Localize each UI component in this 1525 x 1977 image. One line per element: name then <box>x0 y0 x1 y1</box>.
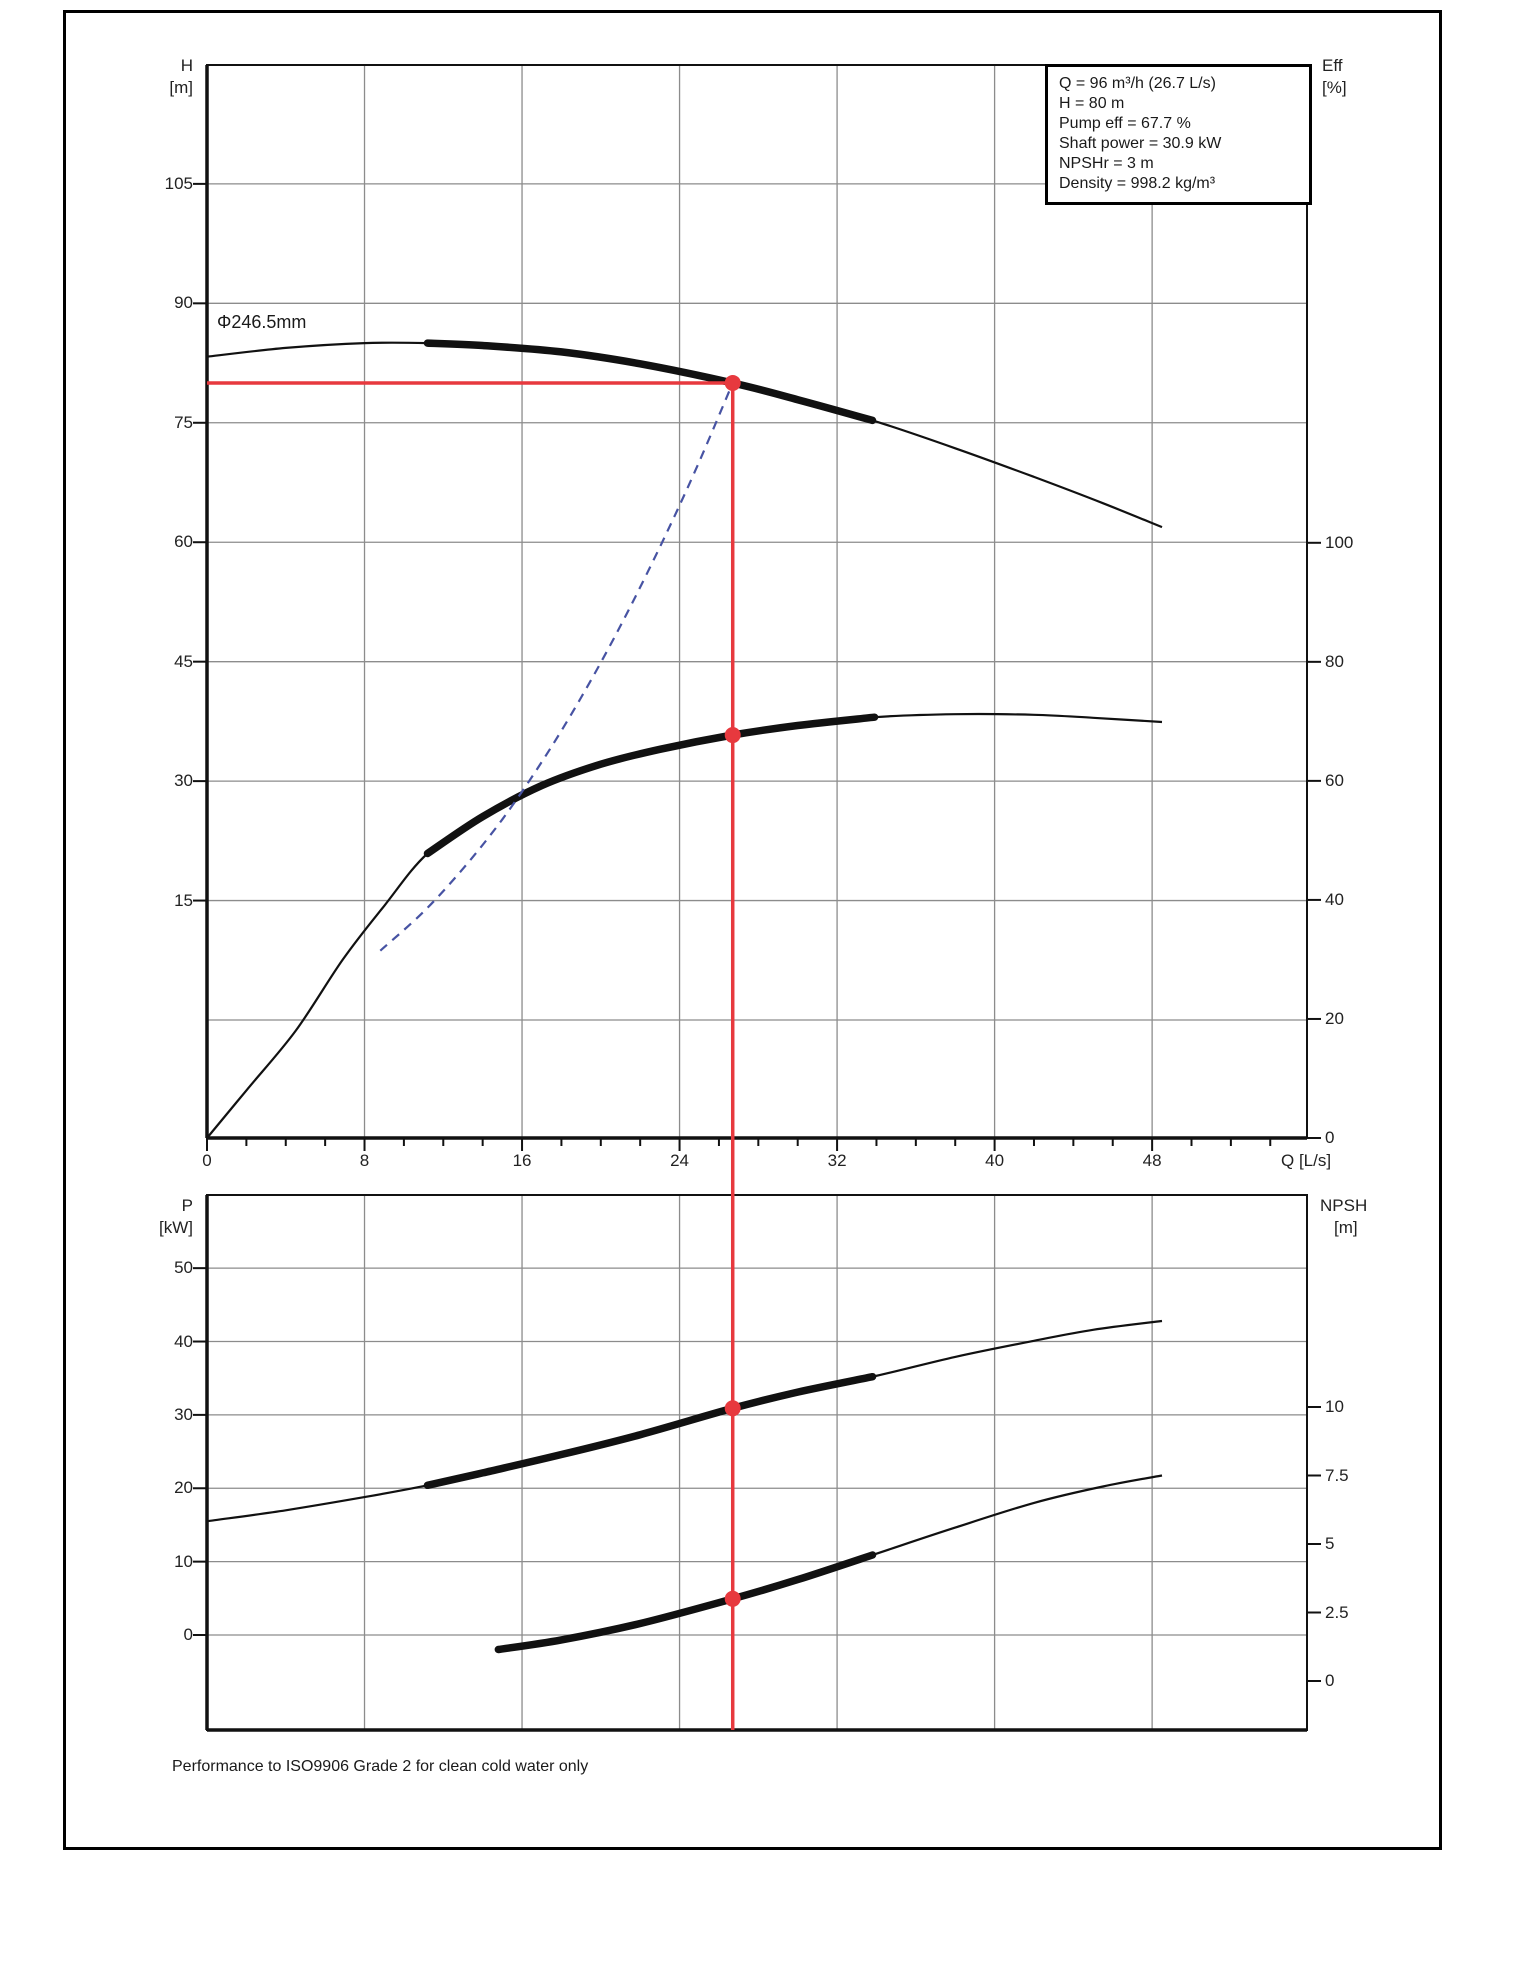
h-axis-unit: [m] <box>169 78 193 97</box>
duty-point-power <box>724 1400 741 1417</box>
duty-point-head <box>724 374 741 391</box>
duty-point-info-box: Q = 96 m³/h (26.7 L/s) H = 80 m Pump eff… <box>1045 64 1312 205</box>
npsh-tick-10: 10 <box>1325 1397 1344 1416</box>
info-density: Density = 998.2 kg/m³ <box>1059 175 1216 192</box>
system-curve <box>379 382 734 952</box>
head-curve-preferred-range <box>423 339 877 425</box>
q-tick-48: 48 <box>1142 1151 1162 1170</box>
eff-tick-80: 80 <box>1325 651 1344 671</box>
npsh-tick-5: 5 <box>1325 1534 1335 1553</box>
p-tick-30: 30 <box>174 1404 193 1424</box>
npsh-curve-preferred-range <box>494 1551 877 1654</box>
h-tick-105: 105 <box>164 173 193 193</box>
impeller-diameter-label: Φ246.5mm <box>217 312 307 332</box>
h-tick-60: 60 <box>174 532 193 552</box>
q-tick-8: 8 <box>359 1151 370 1170</box>
npsh-axis-unit: [m] <box>1334 1218 1358 1237</box>
h-tick-75: 75 <box>174 412 193 432</box>
eff-tick-0: 0 <box>1325 1128 1335 1147</box>
q-axis-label: Q [L/s] <box>1281 1151 1332 1170</box>
p-tick-0: 0 <box>183 1625 193 1644</box>
p-tick-40: 40 <box>174 1331 193 1351</box>
p-tick-20: 20 <box>174 1478 193 1498</box>
eff-tick-100: 100 <box>1325 532 1354 552</box>
info-efficiency: Pump eff = 67.7 % <box>1059 115 1191 132</box>
npsh-axis-name: NPSH <box>1320 1196 1368 1215</box>
efficiency-curve <box>206 712 1163 1139</box>
p-tick-50: 50 <box>174 1258 193 1278</box>
p-axis-unit: [kW] <box>159 1218 193 1237</box>
q-tick-40: 40 <box>985 1151 1005 1170</box>
efficiency-curve-preferred-range <box>423 713 879 858</box>
npsh-tick-0: 0 <box>1325 1671 1335 1690</box>
eff-axis-name: Eff <box>1322 56 1343 75</box>
eff-tick-20: 20 <box>1325 1008 1344 1028</box>
q-tick-24: 24 <box>670 1151 689 1170</box>
info-head: H = 80 m <box>1059 95 1125 112</box>
duty-point-efficiency <box>724 727 741 744</box>
iso-standard-note: Performance to ISO9906 Grade 2 for clean… <box>172 1758 589 1775</box>
duty-point-npsh <box>724 1590 741 1607</box>
q-tick-0: 0 <box>202 1151 212 1170</box>
info-shaft-power: Shaft power = 30.9 kW <box>1059 135 1222 152</box>
figure-border <box>63 10 1442 1850</box>
npsh-tick-7.5: 7.5 <box>1325 1465 1349 1485</box>
info-flow: Q = 96 m³/h (26.7 L/s) <box>1059 75 1216 92</box>
eff-tick-40: 40 <box>1325 889 1344 909</box>
eff-tick-60: 60 <box>1325 770 1344 790</box>
p-tick-10: 10 <box>174 1551 193 1571</box>
p-axis-name: P <box>181 1196 193 1215</box>
h-tick-30: 30 <box>174 771 193 791</box>
h-tick-90: 90 <box>174 293 193 313</box>
npsh-curve <box>498 1474 1163 1651</box>
power-curve-preferred-range <box>423 1372 877 1490</box>
h-axis-name: H <box>180 56 193 75</box>
info-npshr: NPSHr = 3 m <box>1059 155 1154 172</box>
q-tick-16: 16 <box>512 1151 532 1170</box>
npsh-tick-2.5: 2.5 <box>1325 1602 1349 1622</box>
q-tick-32: 32 <box>827 1151 847 1170</box>
h-tick-45: 45 <box>174 651 193 671</box>
h-tick-15: 15 <box>174 890 193 910</box>
eff-axis-unit: [%] <box>1322 78 1347 97</box>
